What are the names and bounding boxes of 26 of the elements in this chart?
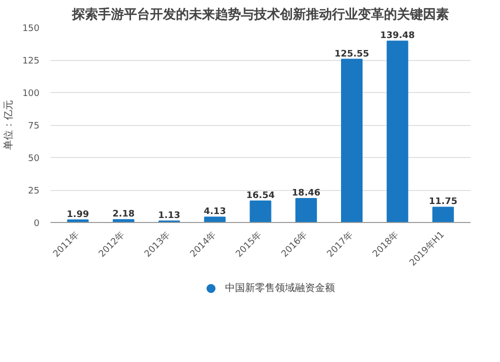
y-tick-label: 150 <box>22 24 40 34</box>
bar <box>295 198 317 222</box>
y-tick-label: 0 <box>34 219 40 229</box>
y-axis-title: 单位：亿元 <box>2 100 14 150</box>
legend-label: 中国新零售领域融资金额 <box>225 282 335 295</box>
data-label: 11.75 <box>428 197 458 208</box>
y-tick-label: 50 <box>28 154 40 164</box>
chart-title: 探索手游平台开发的未来趋势与技术创新推动行业变革的关键因素 <box>71 6 449 22</box>
data-label: 16.54 <box>246 191 275 201</box>
y-tick-label: 25 <box>28 186 40 196</box>
y-tick-label: 125 <box>22 56 40 66</box>
data-label: 1.13 <box>158 211 180 222</box>
bar <box>386 40 408 222</box>
bar <box>204 216 226 222</box>
data-label: 1.99 <box>66 210 90 220</box>
bar <box>341 58 363 222</box>
bar <box>432 206 454 222</box>
data-label: 139.48 <box>380 31 415 42</box>
data-label: 125.55 <box>334 49 370 60</box>
bar <box>112 219 134 222</box>
data-label: 4.13 <box>204 207 226 218</box>
data-label: 18.46 <box>292 188 320 198</box>
y-tick-label: 75 <box>28 122 40 132</box>
y-tick-label: 100 <box>22 89 40 99</box>
bar <box>250 200 272 222</box>
data-label: 2.18 <box>112 210 135 220</box>
